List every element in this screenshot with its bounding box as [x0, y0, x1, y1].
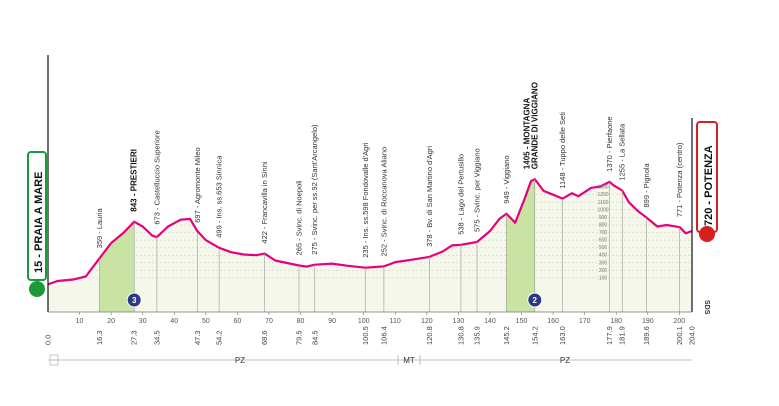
- y-tick-label: 200: [599, 268, 608, 274]
- start-box: [27, 151, 47, 281]
- y-tick-label: 700: [599, 230, 608, 236]
- waypoint-km-label: 84.5: [310, 330, 319, 345]
- climb-badge: [527, 292, 543, 308]
- waypoint-label: 843 - PRESTIERI: [130, 149, 139, 212]
- waypoint-label: 1255 - La Sellata: [618, 123, 627, 181]
- x-tick-label: 20: [107, 318, 115, 325]
- waypoint-km-label: 34.5: [152, 330, 161, 345]
- waypoint-label: 252 - Svinc. di Roccanova Aliano: [379, 147, 388, 257]
- waypoint-km-label: 47.3: [193, 330, 202, 345]
- x-tick-label: 150: [516, 318, 528, 325]
- x-tick-label: 110: [390, 318, 401, 325]
- waypoint-km-label: 100.5: [361, 326, 370, 345]
- waypoint-label: 949 - Viggiano: [502, 155, 511, 203]
- waypoint-label: GRANDE DI VIGGIANO: [530, 82, 539, 169]
- x-tick-label: 140: [484, 318, 496, 325]
- region-label: MT: [403, 356, 415, 365]
- x-tick-label: 120: [421, 318, 433, 325]
- x-tick-label: 200: [674, 318, 686, 325]
- waypoint-label: 575 - Svinc. per Viggiano: [473, 148, 482, 232]
- y-tick-label: 600: [599, 238, 608, 244]
- waypoint-label: 359 - Lauria: [95, 207, 104, 248]
- waypoint-km-label: 68.6: [260, 330, 269, 345]
- footer-code: SDS: [703, 300, 710, 315]
- x-tick-label: 50: [202, 318, 210, 325]
- y-tick-label: 1200: [597, 192, 608, 198]
- region-label: PZ: [235, 356, 245, 365]
- x-tick-label: 130: [453, 318, 465, 325]
- start-label: 15 - PRAIA A MARE: [33, 172, 45, 273]
- y-tick-label: 1000: [597, 207, 608, 213]
- x-tick-label: 60: [234, 318, 242, 325]
- waypoint-km-label: 189.6: [642, 326, 651, 345]
- x-tick-label: 70: [265, 318, 273, 325]
- x-tick-label: 170: [579, 318, 591, 325]
- waypoint-km-label: 145.2: [502, 326, 511, 345]
- y-tick-label: 800: [599, 222, 608, 228]
- x-tick-label: 100: [358, 318, 370, 325]
- x-tick-label: 180: [610, 318, 622, 325]
- waypoint-label: 899 - Pignola: [642, 162, 651, 207]
- x-tick-label: 190: [642, 318, 654, 325]
- finish-icon: [699, 226, 715, 242]
- profile-layer: [47, 178, 693, 312]
- waypoint-label: 275 - Svinc. per ss.92 (Sant'Arcangelo): [310, 124, 319, 255]
- x-tick-label: 30: [139, 318, 147, 325]
- waypoint-label: 697 - Agromonte Mileo: [193, 147, 202, 222]
- waypoint-label: 1148 - Tuppo delle Seti: [558, 112, 567, 189]
- waypoint-km-label: 16.3: [95, 330, 104, 345]
- finish-label: 720 - POTENZA: [703, 145, 715, 226]
- y-tick-label: 300: [599, 260, 608, 266]
- waypoint-km-label: 130.8: [456, 326, 465, 345]
- waypoint-label: 1370 - Pierfaone: [605, 116, 614, 171]
- waypoint-label: 1405 - MONTAGNA: [522, 98, 531, 170]
- region-strip: PZ MT PZ: [48, 354, 692, 366]
- profile-area: [48, 179, 692, 312]
- finish-km-label: 204.0: [688, 326, 697, 345]
- climb-badge: [126, 292, 142, 308]
- waypoint-km-label: 120.8: [425, 326, 434, 345]
- climb-area: [99, 221, 135, 312]
- y-tick-label: 100: [599, 275, 608, 281]
- waypoint-km-label: 200.1: [675, 326, 684, 345]
- x-tick-label: 160: [547, 318, 559, 325]
- x-tick-label: 40: [170, 318, 178, 325]
- waypoint-km-label: 177.9: [605, 326, 614, 345]
- region-label: PZ: [560, 356, 570, 365]
- waypoint-km-label: 54.2: [215, 330, 224, 345]
- waypoint-km-label: 181.9: [618, 326, 627, 345]
- x-tick-label: 80: [297, 318, 305, 325]
- waypoint-label: 673 - Castelluccio Superiore: [152, 130, 161, 224]
- waypoint-label: 265 - Svinc. di Noepoli: [294, 180, 303, 255]
- x-tick-label: 10: [76, 318, 84, 325]
- start-icon: [29, 281, 45, 297]
- y-tick-label: 1100: [598, 200, 609, 206]
- waypoint-label: 422 - Francavilla in Sinni: [260, 161, 269, 243]
- climb-area: [506, 179, 535, 312]
- waypoint-label: 499 - Ins. ss.653 Sinnica: [215, 155, 224, 238]
- y-tick-label: 1300: [597, 185, 608, 191]
- climb-category: 3: [132, 296, 137, 305]
- y-tick-label: 900: [599, 215, 608, 221]
- waypoint-km-label: 79.5: [294, 330, 303, 345]
- waypoint-label: 771 - Potenza (centro): [675, 142, 684, 217]
- climb-category: 2: [533, 296, 538, 305]
- waypoint-label: 538 - Lago del Pertusillo: [456, 154, 465, 235]
- y-tick-label: 500: [599, 245, 608, 251]
- waypoint-km-label: 154.2: [530, 326, 539, 345]
- waypoint-km-label: 163.0: [558, 326, 567, 345]
- x-tick-label: 90: [328, 318, 336, 325]
- waypoint-km-label: 135.9: [473, 326, 482, 345]
- start-km-label: 0.0: [44, 335, 53, 345]
- label-layer: 1002003004005006007008009001000110012001…: [27, 55, 718, 345]
- waypoint-label: 378 - Bv. di San Martino d'Agri: [425, 146, 434, 247]
- waypoint-km-label: 106.4: [379, 326, 388, 345]
- waypoint-label: 235 - Ins. ss.598 Fondovalle d'Agri: [361, 142, 370, 258]
- y-tick-label: 400: [599, 253, 608, 259]
- waypoint-km-label: 27.3: [130, 330, 139, 345]
